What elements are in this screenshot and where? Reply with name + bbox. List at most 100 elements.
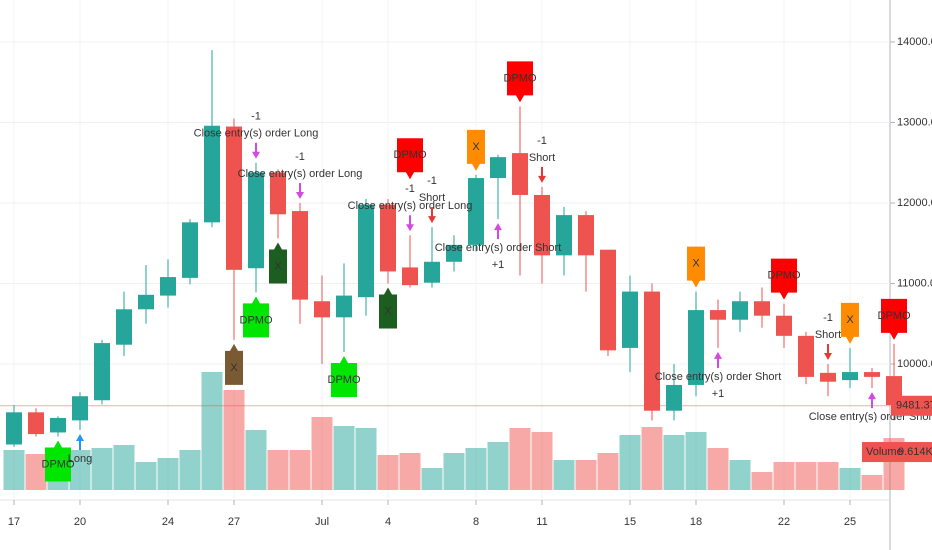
x-tick-label: 27	[228, 516, 240, 528]
x-tick-label: 18	[690, 516, 702, 528]
signal-arrow-head	[406, 224, 414, 232]
signal-flag	[771, 258, 797, 300]
last-price-box	[891, 395, 932, 416]
candle-body	[226, 126, 242, 270]
signal-flag-label: DPMO	[42, 458, 75, 470]
candle-body	[314, 301, 330, 318]
x-tick-label: Jul	[315, 516, 329, 528]
signal-flag-label: DPMO	[328, 374, 361, 386]
signal-flag	[397, 138, 423, 180]
volume-bar	[289, 450, 311, 490]
signal-text: -1	[427, 175, 437, 187]
signal-flag-label: X	[384, 305, 392, 317]
candle-body	[160, 277, 176, 296]
candle-body	[446, 244, 462, 262]
candle-body	[402, 267, 418, 286]
candle-body	[732, 301, 748, 320]
volume-bar	[25, 454, 47, 490]
y-tick-label: 14000.00	[897, 36, 932, 48]
candle-body	[842, 372, 858, 381]
volume-bar	[113, 445, 135, 490]
candle-body	[270, 172, 286, 215]
volume-bar	[575, 460, 597, 490]
signal-arrow-head	[714, 351, 722, 359]
candle-body	[600, 249, 616, 351]
signal-flag-label: DPMO	[240, 314, 273, 326]
candle-body	[798, 335, 814, 377]
candle-body	[556, 215, 572, 256]
y-tick-label: 13000.00	[897, 116, 932, 128]
volume-bar	[817, 462, 839, 490]
candle-body	[864, 372, 880, 377]
x-tick-label: 11	[536, 516, 547, 528]
signal-flag	[841, 302, 859, 344]
candle-body	[6, 412, 22, 445]
signal-arrow-head	[494, 223, 502, 231]
x-tick-label: 25	[844, 516, 856, 528]
x-tick-label: 20	[74, 516, 86, 528]
candle-body	[424, 261, 440, 283]
volume-bar	[663, 435, 685, 490]
signal-flag-label: DPMO	[504, 72, 537, 84]
x-tick-label: 17	[8, 516, 20, 528]
candle-body	[204, 125, 220, 223]
candle-body	[490, 157, 506, 179]
candle-body	[754, 301, 770, 316]
signal-flag-label: X	[846, 314, 854, 326]
signal-text: +1	[492, 259, 505, 271]
candle-body	[28, 412, 44, 435]
signal-arrow-head	[868, 392, 876, 400]
signal-arrow-head	[824, 353, 832, 361]
signal-text: Close entry(s) order Long	[348, 200, 473, 212]
signal-text: Close entry(s) order Short	[435, 242, 562, 254]
signal-flag	[269, 242, 287, 284]
candle-body	[666, 384, 682, 411]
y-tick-label: 10000.00	[897, 358, 932, 370]
last-price-label: 9481.37	[896, 400, 932, 412]
signal-flag	[379, 287, 397, 329]
signal-flag-label: X	[472, 141, 480, 153]
volume-bar	[311, 417, 333, 490]
signal-flag-label: DPMO	[394, 149, 427, 161]
signal-flag-label: DPMO	[878, 310, 911, 322]
candle-body	[292, 211, 308, 300]
signal-flag	[243, 296, 269, 338]
volume-bar	[641, 427, 663, 490]
signal-flag-label: X	[692, 257, 700, 269]
candle-body	[622, 291, 638, 348]
signal-text: -1	[251, 111, 261, 123]
volume-bar	[69, 450, 91, 490]
volume-bar	[509, 428, 531, 490]
volume-bar	[91, 448, 113, 490]
volume-name: Volume	[866, 446, 903, 458]
volume-bar	[597, 453, 619, 490]
signal-text: Close entry(s) order Short	[655, 371, 782, 383]
candle-body	[248, 172, 264, 269]
candle-body	[94, 343, 110, 401]
signal-flag-label: X	[274, 260, 282, 272]
candle-body	[380, 204, 396, 272]
volume-bar	[839, 468, 861, 490]
signal-flag	[881, 298, 907, 340]
volume-bar	[377, 455, 399, 490]
x-tick-label: 22	[778, 516, 790, 528]
signal-text: -1	[537, 135, 547, 147]
signal-arrow-head	[296, 192, 304, 200]
volume-bar	[267, 450, 289, 490]
volume-bar	[421, 468, 443, 490]
volume-bar	[399, 453, 421, 490]
signal-flag	[331, 355, 357, 397]
candle-body	[182, 222, 198, 278]
volume-bar	[531, 432, 553, 490]
signal-text: Short	[529, 152, 555, 164]
candle-body	[72, 396, 88, 421]
signal-text: Close entry(s) order Long	[194, 128, 319, 140]
signal-flag	[467, 129, 485, 171]
signal-text: +1	[712, 388, 725, 400]
candle-body	[578, 215, 594, 256]
candle-body	[468, 178, 484, 245]
candle-body	[358, 204, 374, 298]
x-tick-label: 8	[473, 516, 479, 528]
volume-bar	[619, 435, 641, 490]
signal-arrow-head	[252, 151, 260, 159]
